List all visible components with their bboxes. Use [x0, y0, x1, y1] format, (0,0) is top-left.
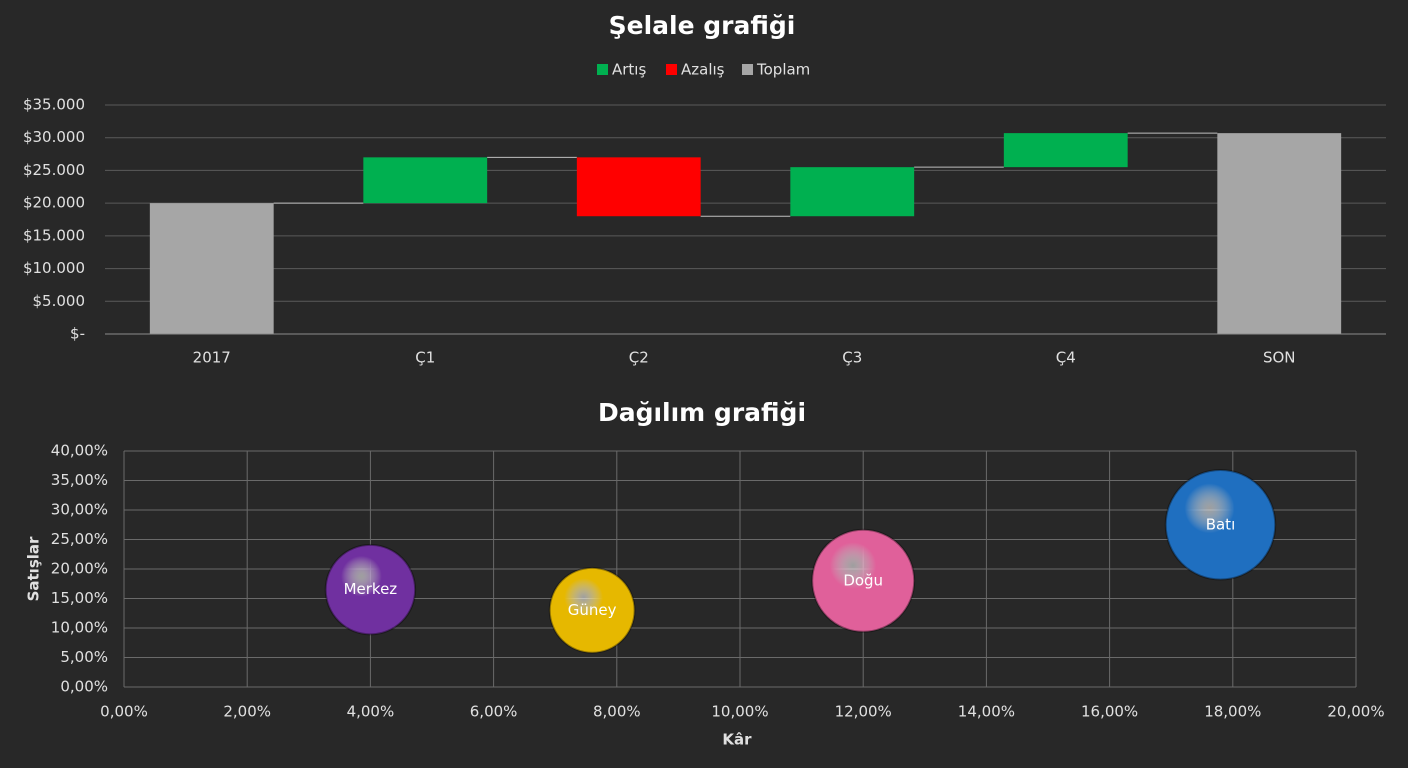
y-tick-label: $30.000 — [23, 128, 85, 146]
legend-swatch — [597, 64, 608, 75]
y-tick-label: 40,00% — [51, 442, 108, 460]
y-tick-label: $35.000 — [23, 96, 85, 114]
y-tick-label: 25,00% — [51, 530, 108, 548]
x-tick-label: 20,00% — [1327, 703, 1384, 721]
bubble — [811, 528, 916, 633]
y-tick-label: 30,00% — [51, 501, 108, 519]
y-tick-label: 20,00% — [51, 560, 108, 578]
y-tick-label: $20.000 — [23, 194, 85, 212]
x-tick-label: 16,00% — [1081, 703, 1138, 721]
x-tick-label: 2,00% — [223, 703, 271, 721]
bubble — [548, 566, 636, 654]
bubble-label: Merkez — [344, 580, 398, 598]
bubble — [324, 543, 417, 636]
x-tick-label: 10,00% — [711, 703, 768, 721]
x-tick-label: SON — [1263, 349, 1296, 367]
y-tick-label: 10,00% — [51, 619, 108, 637]
legend-label: Toplam — [756, 61, 810, 79]
y-tick-label: 5,00% — [60, 648, 108, 666]
bubble-label: Batı — [1206, 515, 1236, 533]
y-tick-label: 15,00% — [51, 589, 108, 607]
y-tick-label: $25.000 — [23, 161, 85, 179]
y-tick-label: 0,00% — [60, 678, 108, 696]
bubble — [1164, 468, 1277, 581]
bubble-label: Güney — [568, 601, 617, 619]
bar — [363, 157, 488, 204]
x-tick-label: 14,00% — [958, 703, 1015, 721]
x-tick-label: 12,00% — [835, 703, 892, 721]
legend-swatch — [666, 64, 677, 75]
x-tick-label: Ç2 — [629, 349, 649, 367]
y-tick-label: $- — [70, 325, 85, 343]
bar — [790, 167, 915, 217]
x-tick-label: 8,00% — [593, 703, 641, 721]
y-tick-label: $15.000 — [23, 226, 85, 244]
chart-title: Şelale grafiği — [609, 11, 796, 40]
x-tick-label: 2017 — [193, 349, 231, 367]
y-tick-label: 35,00% — [51, 471, 108, 489]
x-axis-label: Kâr — [722, 731, 752, 749]
bar — [576, 157, 701, 217]
chart-title: Dağılım grafiği — [598, 398, 806, 427]
legend-label: Artış — [612, 61, 646, 79]
y-axis-label: Satışlar — [25, 536, 43, 601]
y-tick-label: $5.000 — [33, 292, 86, 310]
x-tick-label: 0,00% — [100, 703, 148, 721]
legend-label: Azalış — [681, 61, 725, 79]
legend-swatch — [742, 64, 753, 75]
bubble-label: Doğu — [843, 571, 883, 589]
bar — [1217, 133, 1342, 334]
x-tick-label: Ç4 — [1056, 349, 1076, 367]
x-tick-label: 4,00% — [347, 703, 395, 721]
x-tick-label: 6,00% — [470, 703, 518, 721]
x-tick-label: Ç1 — [415, 349, 435, 367]
bar — [149, 203, 274, 334]
x-tick-label: 18,00% — [1204, 703, 1261, 721]
bar — [1003, 133, 1128, 168]
x-tick-label: Ç3 — [842, 349, 862, 367]
y-tick-label: $10.000 — [23, 259, 85, 277]
